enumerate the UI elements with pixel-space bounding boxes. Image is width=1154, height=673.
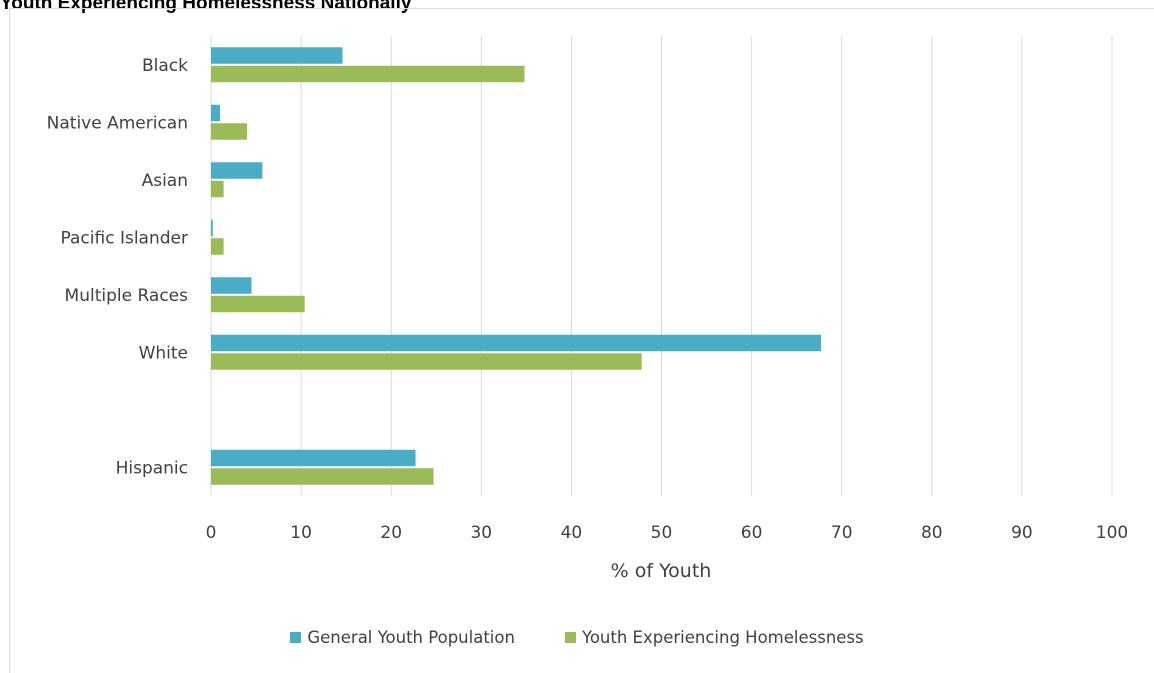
legend-item-general: General Youth Population: [290, 628, 515, 647]
bar-general-youth: [211, 277, 252, 294]
bar-youth-homeless: [211, 295, 305, 313]
x-tick-label: 40: [561, 523, 583, 543]
legend-label-homeless: Youth Experiencing Homelessness: [581, 628, 864, 647]
bar-youth-homeless: [211, 65, 525, 83]
category-label: Pacific Islander: [61, 228, 188, 248]
category-label: White: [139, 343, 188, 363]
bar-general-youth: [211, 334, 821, 352]
x-tick-label: 50: [651, 523, 673, 543]
bar-youth-homeless: [211, 180, 224, 198]
bar-youth-homeless: [211, 123, 248, 140]
chart-area-frame: [9, 8, 1154, 673]
bar-youth-homeless: [211, 468, 434, 485]
x-tick-labels: 0 10 20 30 40 50 60 70 80 90 100: [206, 523, 1129, 543]
x-tick-label: 90: [1011, 523, 1033, 543]
bars: [211, 47, 821, 485]
legend-label-general: General Youth Population: [307, 628, 515, 647]
category-label: Black: [142, 56, 188, 76]
category-label: Native American: [47, 113, 188, 133]
x-tick-label: 60: [741, 523, 763, 543]
bar-general-youth: [211, 104, 221, 122]
x-axis-label: % of Youth: [611, 560, 712, 582]
x-tick-label: 0: [206, 523, 217, 543]
bar-general-youth: [211, 162, 263, 179]
bar-youth-homeless: [211, 353, 642, 370]
legend-swatch-general: [290, 632, 302, 643]
legend-item-homeless: Youth Experiencing Homelessness: [564, 628, 864, 647]
bar-general-youth: [211, 47, 343, 64]
x-tick-label: 10: [290, 523, 312, 543]
chart-title: Youth Experiencing Homelessness National…: [0, 0, 412, 14]
x-tick-label: 100: [1096, 523, 1128, 543]
x-tick-label: 20: [380, 523, 402, 543]
bar-general-youth: [211, 219, 213, 237]
category-label: Multiple Races: [65, 286, 189, 306]
legend: General Youth Population Youth Experienc…: [0, 628, 1154, 647]
x-tick-label: 70: [831, 523, 853, 543]
gridlines: [210, 36, 1113, 496]
category-label: Asian: [142, 171, 188, 191]
bar-youth-homeless: [211, 238, 224, 255]
category-labels: Black Native American Asian Pacific Islande…: [47, 56, 189, 479]
x-tick-label: 30: [470, 523, 492, 543]
bar-general-youth: [211, 449, 416, 467]
legend-swatch-homeless: [564, 632, 576, 643]
x-tick-label: 80: [921, 523, 943, 543]
category-label: Hispanic: [116, 458, 188, 478]
